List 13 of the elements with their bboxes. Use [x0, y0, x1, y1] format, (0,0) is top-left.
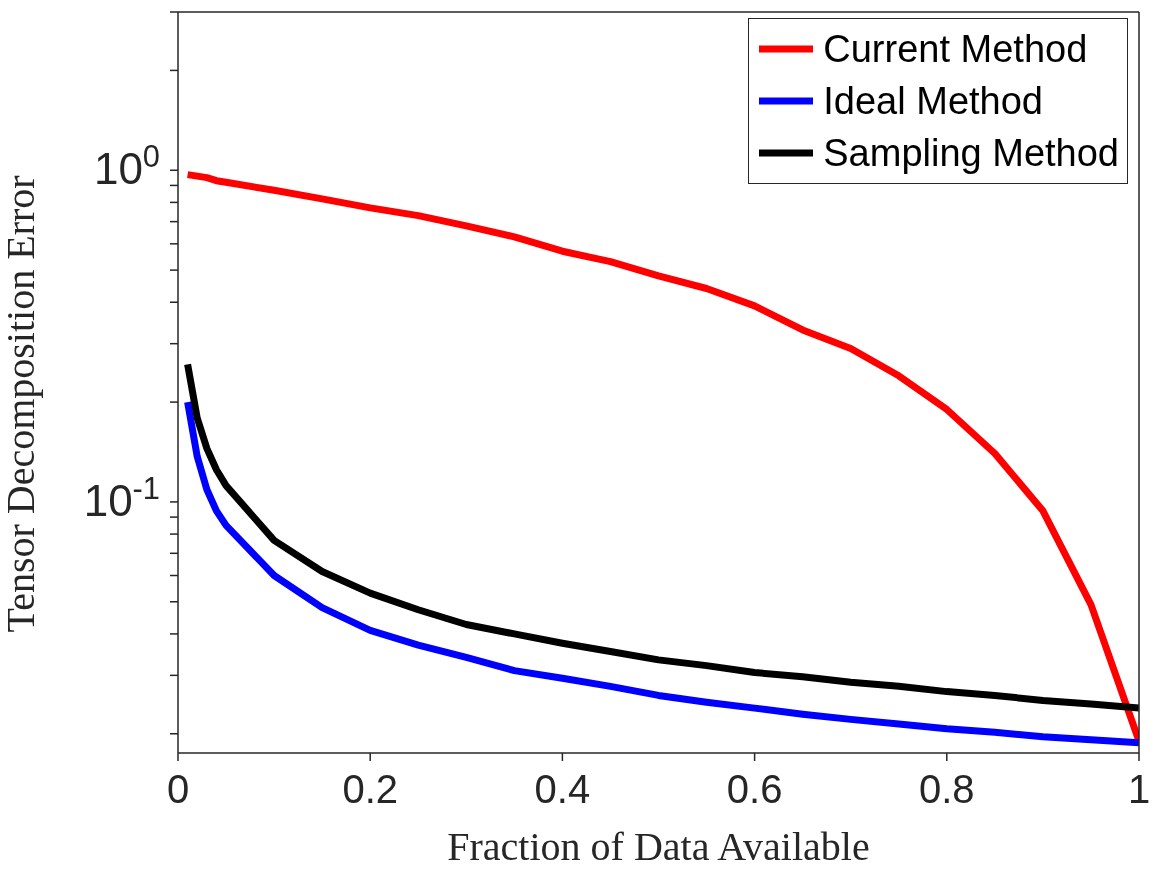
x-tick-label: 0.8: [919, 767, 975, 811]
x-axis-title: Fraction of Data Available: [447, 824, 870, 869]
legend-label: Sampling Method: [823, 131, 1119, 175]
x-tick-label: 1: [1127, 767, 1151, 811]
y-tick-label: 10$^{0}$: [93, 138, 160, 194]
x-tick-label: 0.6: [726, 767, 783, 811]
y-axis-title: Tensor Decomposition Error: [0, 175, 44, 633]
x-tick-label: 0.4: [534, 767, 591, 811]
x-tick-label: 0.2: [342, 767, 398, 811]
legend-label: Current Method: [823, 27, 1088, 71]
legend-label: Ideal Method: [823, 79, 1043, 123]
y-tick-label: 10$^{-1}$: [83, 470, 160, 525]
x-tick-label: 0: [166, 767, 190, 811]
